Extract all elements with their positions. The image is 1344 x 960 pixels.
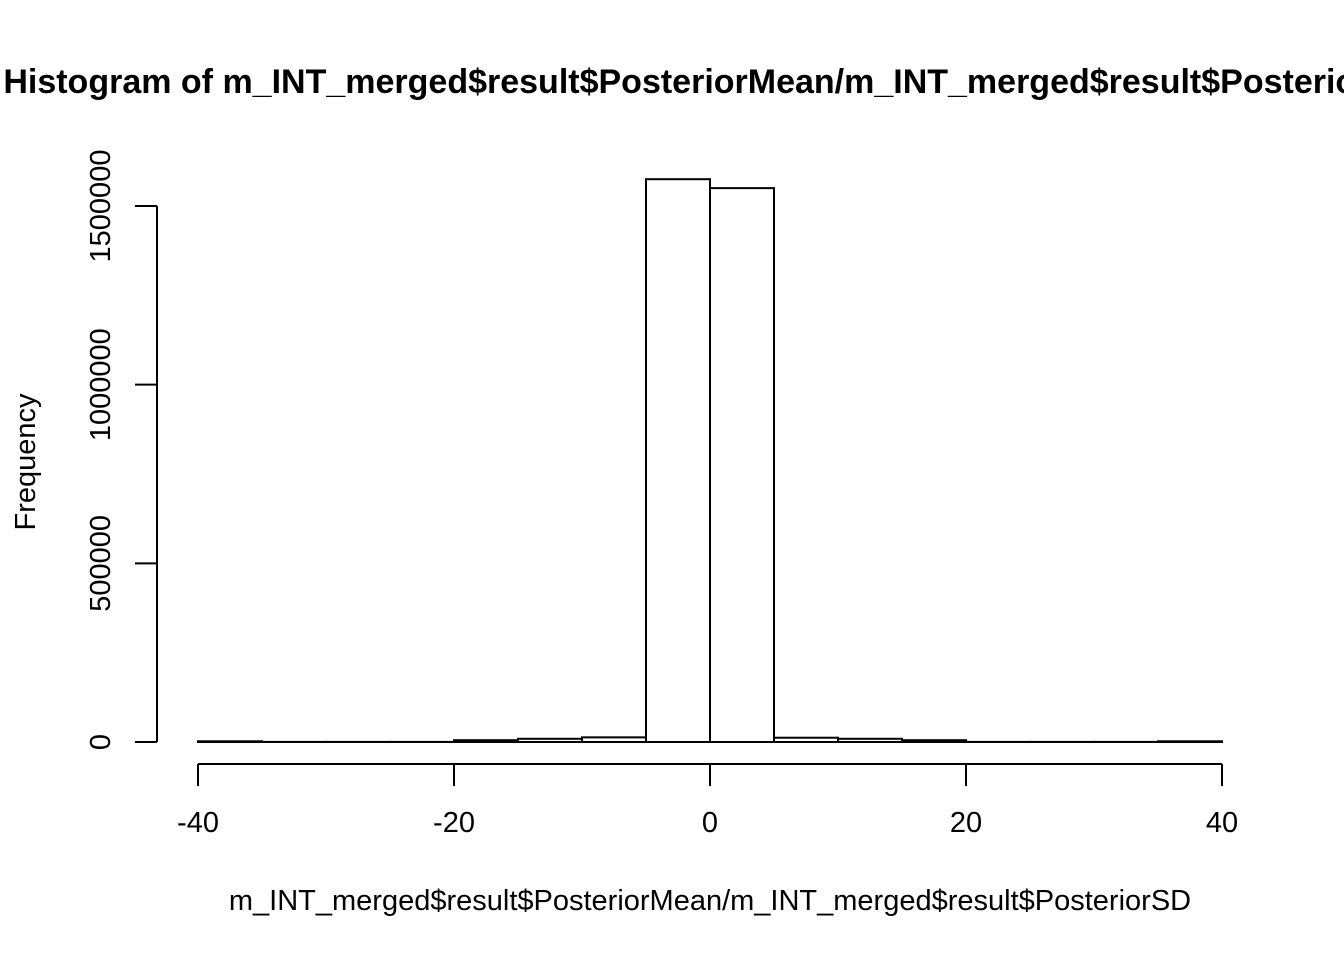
x-tick-label: 0 (702, 807, 718, 839)
x-axis-label: m_INT_merged$result$PosteriorMean/m_INT_… (229, 885, 1191, 917)
x-tick-label: -40 (177, 807, 219, 839)
histogram-bar (1157, 740, 1223, 744)
y-tick-label: 500000 (85, 515, 117, 612)
histogram-bar (517, 737, 583, 743)
chart-title: Histogram of m_INT_merged$result$Posteri… (3, 63, 1344, 101)
histogram-bar (709, 187, 775, 743)
y-axis-label: Frequency (10, 393, 42, 531)
x-tick-label: 40 (1206, 807, 1238, 839)
histogram-bar (581, 736, 647, 744)
y-axis: 0 500000 1000000 1500000 (85, 150, 158, 750)
y-tick-label: 0 (85, 734, 117, 750)
x-axis: -40 -20 0 20 40 (177, 763, 1238, 839)
x-tick-label: 20 (950, 807, 982, 839)
x-tick-label: -20 (433, 807, 475, 839)
histogram-bar (901, 739, 967, 743)
histogram-bar (645, 178, 711, 743)
y-tick-label: 1000000 (85, 328, 117, 441)
histogram-bar (773, 736, 839, 743)
histogram-bar (453, 739, 519, 743)
histogram-bars (197, 178, 1223, 744)
y-tick-label: 1500000 (85, 150, 117, 263)
histogram-bar (837, 737, 903, 743)
histogram-bar (197, 740, 263, 744)
